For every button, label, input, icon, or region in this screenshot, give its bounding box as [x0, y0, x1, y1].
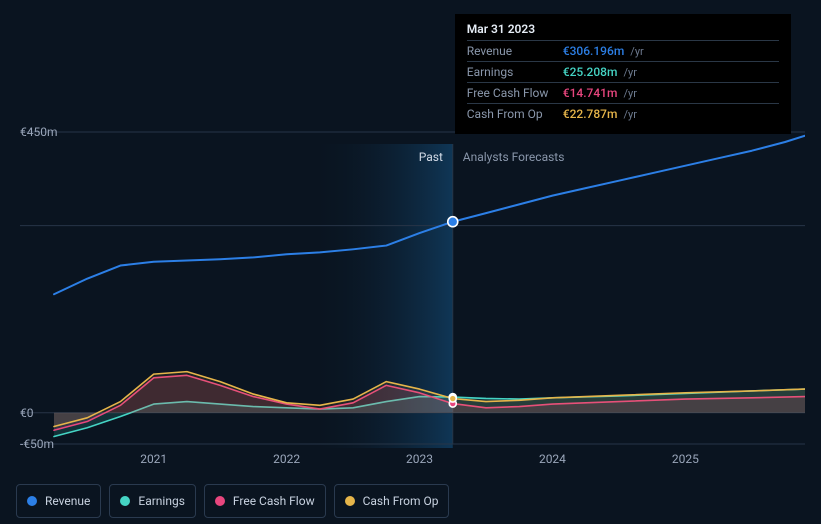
x-axis-tick: 2022	[273, 452, 300, 466]
tooltip-row-unit: /yr	[623, 66, 636, 79]
legend-item-cfo[interactable]: Cash From Op	[334, 484, 450, 518]
tooltip-row-label: Revenue	[467, 44, 557, 58]
chart-legend: Revenue Earnings Free Cash Flow Cash From O…	[16, 484, 449, 518]
tooltip-row: Revenue €306.196m/yr	[467, 40, 779, 61]
tooltip-row-label: Cash From Op	[467, 107, 557, 121]
region-label-forecast: Analysts Forecasts	[463, 150, 565, 164]
x-axis-tick: 2025	[672, 452, 699, 466]
tooltip-row: Free Cash Flow €14.741m/yr	[467, 82, 779, 103]
x-axis-tick: 2024	[539, 452, 566, 466]
x-axis-tick: 2021	[140, 452, 167, 466]
legend-item-fcf[interactable]: Free Cash Flow	[204, 484, 326, 518]
legend-label: Free Cash Flow	[233, 494, 315, 508]
x-axis-tick: 2023	[406, 452, 433, 466]
region-label-past: Past	[419, 150, 443, 164]
legend-item-revenue[interactable]: Revenue	[16, 484, 101, 518]
tooltip-row: Cash From Op €22.787m/yr	[467, 103, 779, 124]
tooltip-row-unit: /yr	[623, 108, 636, 121]
tooltip-row-label: Free Cash Flow	[467, 86, 557, 100]
tooltip-row-value: €25.208m	[563, 65, 618, 79]
legend-swatch	[345, 496, 355, 506]
tooltip-row: Earnings €25.208m/yr	[467, 61, 779, 82]
y-axis-tick: -€50m	[20, 437, 54, 451]
tooltip-row-value: €14.741m	[563, 86, 618, 100]
tooltip-row-unit: /yr	[623, 87, 636, 100]
y-axis-tick: €0	[20, 406, 34, 420]
legend-label: Revenue	[45, 494, 90, 508]
legend-swatch	[120, 496, 130, 506]
tooltip-date: Mar 31 2023	[467, 22, 779, 40]
legend-item-earnings[interactable]: Earnings	[109, 484, 196, 518]
legend-label: Earnings	[138, 494, 185, 508]
legend-swatch	[27, 496, 37, 506]
y-axis-tick: €450m	[20, 125, 58, 139]
legend-swatch	[215, 496, 225, 506]
tooltip-row-label: Earnings	[467, 65, 557, 79]
tooltip-row-value: €22.787m	[563, 107, 618, 121]
tooltip-row-unit: /yr	[630, 45, 643, 58]
legend-label: Cash From Op	[363, 494, 439, 508]
chart-tooltip: Mar 31 2023 Revenue €306.196m/yr Earnings €…	[455, 14, 791, 134]
earnings-revenue-chart: Mar 31 2023 Revenue €306.196m/yr Earnings €…	[16, 0, 805, 524]
tooltip-row-value: €306.196m	[563, 44, 625, 58]
